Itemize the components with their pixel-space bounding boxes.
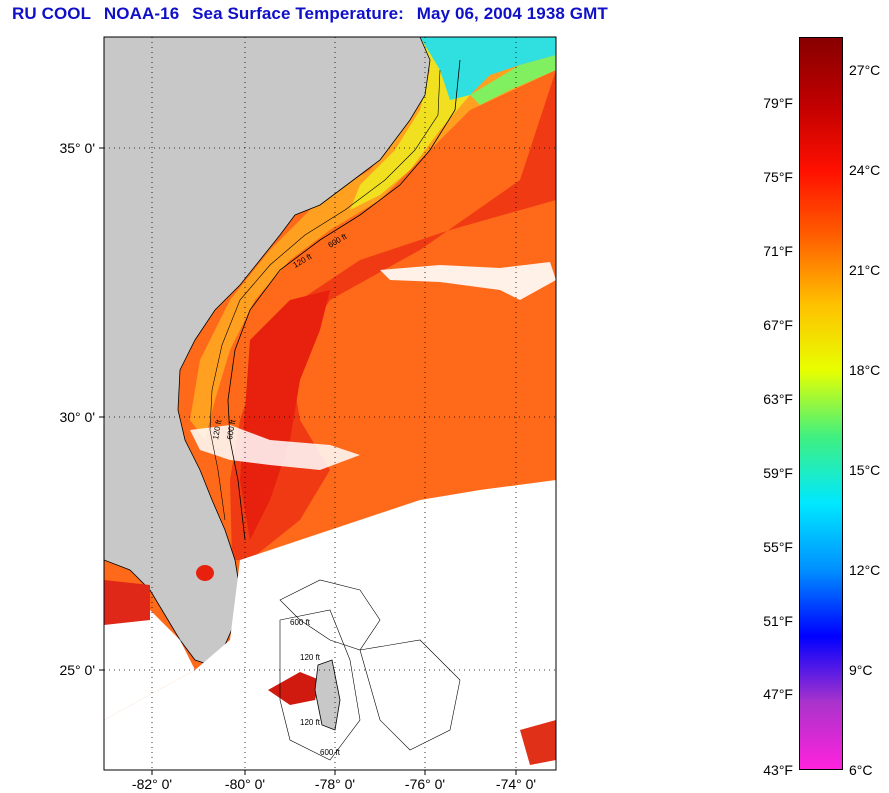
title-org: RU COOL — [12, 4, 92, 23]
lake-okeechobee — [196, 565, 214, 581]
lat-label-30: 30° 0' — [59, 409, 95, 425]
isobath-label: 600 ft — [225, 418, 237, 440]
colorbar-label-f: 67°F — [763, 317, 793, 333]
lat-label-25: 25° 0' — [59, 662, 95, 678]
map-frame — [103, 36, 557, 771]
colorbar-label-f: 79°F — [763, 95, 793, 111]
colorbar-label-f: 75°F — [763, 169, 793, 185]
lon-label-74: -74° 0' — [495, 776, 537, 792]
isobath-contour — [227, 59, 461, 541]
colorbar-label-c: 21°C — [849, 262, 881, 278]
colorbar-label-f: 71°F — [763, 243, 793, 259]
cloud-band-2 — [380, 262, 556, 300]
isobath-contour-bahamas-3 — [359, 639, 461, 751]
sst-patch-bahamas — [268, 672, 320, 705]
isobath-label: 600 ft — [320, 748, 341, 757]
title-datetime: May 06, 2004 1938 GMT — [416, 4, 608, 23]
title-product: Sea Surface Temperature: — [192, 4, 404, 23]
title-satellite: NOAA-16 — [103, 4, 180, 23]
isobath-contour-inner — [209, 69, 441, 521]
colorbar-label-f: 55°F — [763, 539, 793, 555]
isobath-label: 120 ft — [211, 418, 223, 440]
colorbar-label-f: 63°F — [763, 391, 793, 407]
colorbar-label-c: 24°C — [849, 162, 881, 178]
lon-label-80: -80° 0' — [224, 776, 266, 792]
colorbar-label-c: 6°C — [849, 762, 873, 778]
isobath-label: 600 ft — [290, 618, 311, 627]
colorbar-label-c: 27°C — [849, 62, 881, 78]
axis-ticks — [99, 147, 517, 775]
cloud-cover — [104, 600, 195, 720]
colorbar-label-f: 43°F — [763, 762, 793, 778]
bahamas-island — [314, 659, 341, 731]
colorbar-label-f: 51°F — [763, 613, 793, 629]
cold-shelf-green — [470, 55, 556, 105]
land-us-east-coast — [104, 37, 431, 666]
isobath-contour-bahamas — [279, 579, 381, 651]
colorbar-label-c: 12°C — [849, 562, 881, 578]
lon-label-82: -82° 0' — [131, 776, 173, 792]
lon-label-78: -78° 0' — [314, 776, 356, 792]
isobath-contour-bahamas-2 — [279, 609, 361, 761]
colorbar-label-f: 59°F — [763, 465, 793, 481]
isobath-label: 120 ft — [300, 653, 321, 662]
lat-label-35: 35° 0' — [59, 140, 95, 156]
cloud-south — [104, 480, 556, 770]
lon-label-76: -76° 0' — [404, 776, 446, 792]
colorbar — [799, 37, 843, 770]
colorbar-label-c: 9°C — [849, 662, 873, 678]
colorbar-label-c: 18°C — [849, 362, 881, 378]
colorbar-label-c: 15°C — [849, 462, 881, 478]
isobath-label: 120 ft — [300, 718, 321, 727]
warm-core — [240, 290, 330, 540]
sst-patch-east — [520, 720, 556, 765]
graticule — [104, 37, 556, 770]
sst-patch-west — [104, 580, 150, 625]
map-title: RU COOL NOAA-16 Sea Surface Temperature:… — [12, 4, 608, 24]
cold-shelf-water — [420, 37, 556, 100]
colorbar-label-f: 47°F — [763, 686, 793, 702]
cloud-band-1 — [190, 425, 360, 470]
